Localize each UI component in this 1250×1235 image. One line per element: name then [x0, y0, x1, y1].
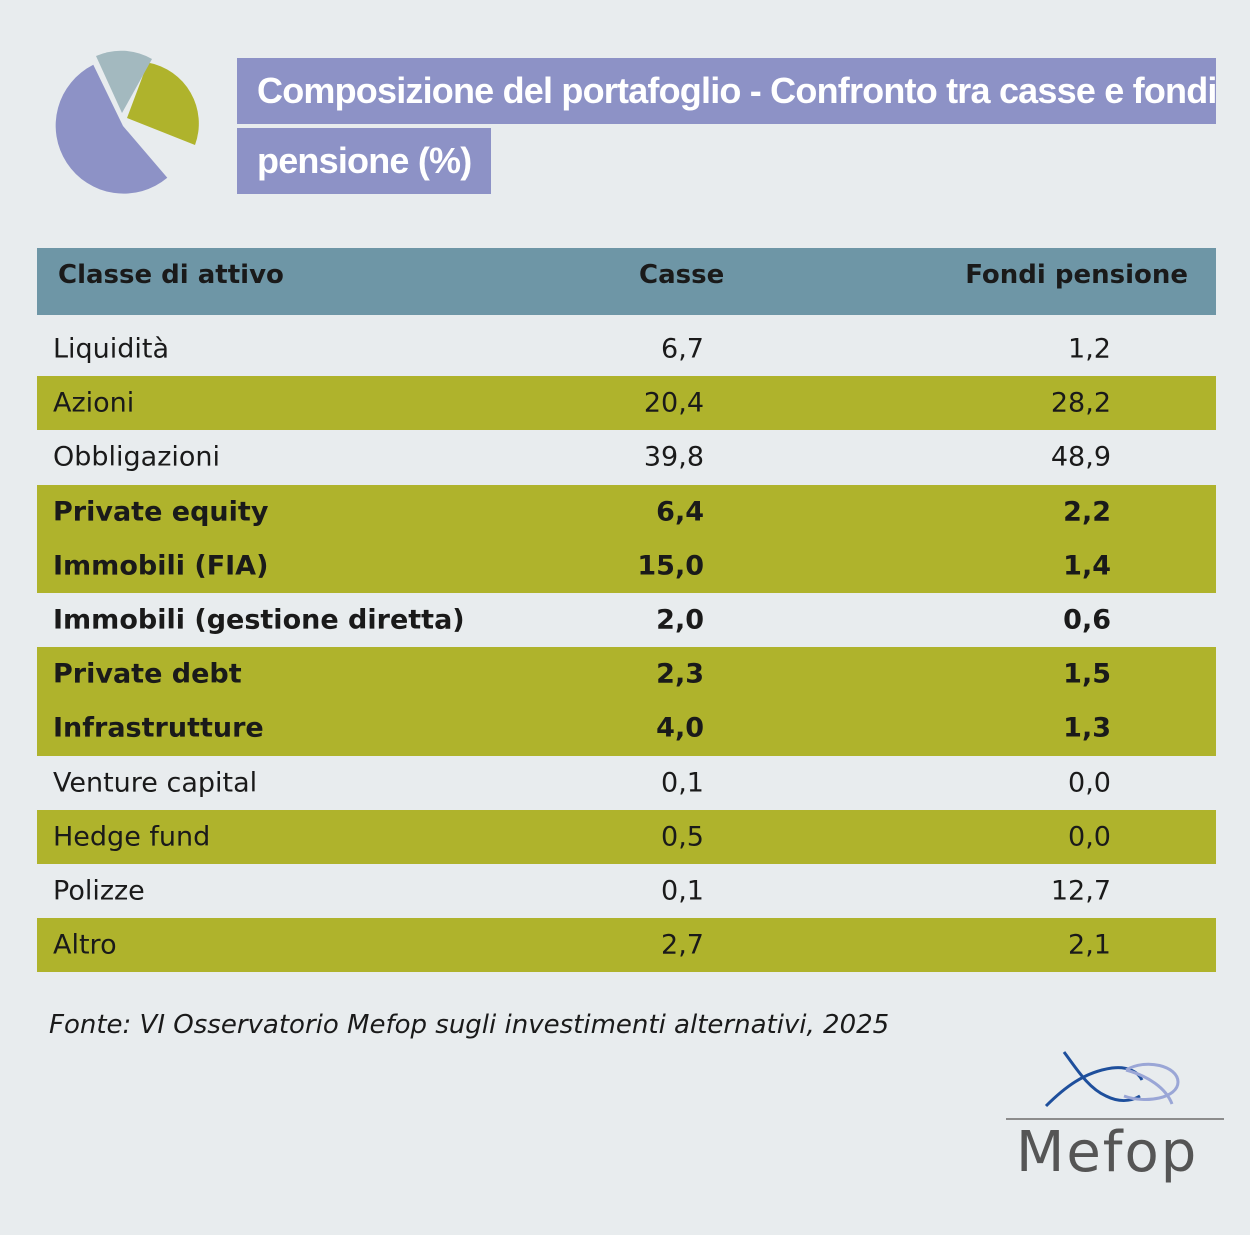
logo-divider: [1006, 1118, 1224, 1120]
cell-asset-class: Venture capital: [53, 767, 258, 799]
cell-asset-class: Obbligazioni: [53, 441, 221, 473]
cell-casse-value: 39,8: [643, 441, 704, 473]
table-row: Venture capital 0,1 0,0: [37, 756, 1216, 810]
cell-asset-class: Polizze: [53, 875, 145, 907]
cell-casse-value: 2,3: [656, 658, 704, 690]
table-header: Classe di attivo Casse Fondi pensione: [37, 248, 1216, 315]
cell-casse-value: 20,4: [643, 387, 704, 419]
table-row: Private equity 6,4 2,2: [37, 484, 1216, 539]
portfolio-table: Classe di attivo Casse Fondi pensione Li…: [37, 248, 1216, 973]
column-header-fondi: Fondi pensione: [965, 260, 1188, 290]
table-row: Azioni 20,4 28,2: [37, 376, 1216, 431]
cell-fondi-value: 2,1: [1068, 929, 1111, 961]
cell-fondi-value: 0,6: [1063, 604, 1111, 636]
cell-asset-class: Immobili (FIA): [53, 550, 269, 582]
table-row: Infrastrutture 4,0 1,3: [37, 701, 1216, 756]
cell-fondi-value: 1,2: [1068, 333, 1111, 365]
pie-chart-icon: [55, 50, 199, 194]
table-row: Hedge fund 0,5 0,0: [37, 809, 1216, 864]
cell-casse-value: 4,0: [656, 712, 704, 744]
cell-fondi-value: 1,3: [1063, 712, 1111, 744]
logo-wordmark: Mefop: [1016, 1120, 1199, 1185]
cell-fondi-value: 1,5: [1063, 658, 1111, 690]
cell-fondi-value: 48,9: [1050, 441, 1111, 473]
table-row: Obbligazioni 39,8 48,9: [37, 430, 1216, 484]
page-title-line-2: pensione (%): [237, 128, 491, 194]
cell-casse-value: 6,4: [656, 496, 704, 528]
cell-fondi-value: 1,4: [1063, 550, 1111, 582]
mefop-logo: [1044, 1051, 1180, 1108]
cell-casse-value: 0,5: [661, 821, 704, 853]
cell-fondi-value: 12,7: [1050, 875, 1111, 907]
column-header-casse: Casse: [639, 260, 725, 290]
cell-asset-class: Hedge fund: [53, 821, 211, 853]
cell-fondi-value: 0,0: [1068, 767, 1111, 799]
cell-asset-class: Immobili (gestione diretta): [53, 604, 465, 636]
column-header-class: Classe di attivo: [58, 260, 284, 290]
cell-casse-value: 0,1: [661, 767, 704, 799]
table-row: Liquidità 6,7 1,2: [37, 322, 1216, 376]
table-row: Private debt 2,3 1,5: [37, 647, 1216, 702]
source-note: Fonte: VI Osservatorio Mefop sugli inves…: [49, 1010, 890, 1040]
cell-casse-value: 0,1: [661, 875, 704, 907]
cell-asset-class: Private debt: [53, 658, 242, 690]
cell-fondi-value: 2,2: [1063, 496, 1111, 528]
table-row: Altro 2,7 2,1: [37, 918, 1216, 973]
cell-asset-class: Liquidità: [53, 333, 170, 365]
table-row: Immobili (gestione diretta) 2,0 0,6: [37, 593, 1216, 647]
cell-casse-value: 2,0: [656, 604, 704, 636]
cell-fondi-value: 0,0: [1068, 821, 1111, 853]
page-title-line-1: Composizione del portafoglio - Confronto…: [237, 58, 1217, 124]
cell-fondi-value: 28,2: [1050, 387, 1111, 419]
table-body: Liquidità 6,7 1,2 Azioni 20,4 28,2 Obbligazion…: [37, 322, 1216, 973]
cell-asset-class: Private equity: [53, 496, 269, 528]
table-row: Immobili (FIA) 15,0 1,4: [37, 538, 1216, 593]
cell-casse-value: 6,7: [661, 333, 704, 365]
cell-asset-class: Azioni: [53, 387, 135, 419]
cell-asset-class: Infrastrutture: [53, 712, 264, 744]
table-row: Polizze 0,1 12,7: [37, 864, 1216, 918]
cell-asset-class: Altro: [53, 929, 117, 961]
cell-casse-value: 15,0: [637, 550, 704, 582]
cell-casse-value: 2,7: [661, 929, 704, 961]
